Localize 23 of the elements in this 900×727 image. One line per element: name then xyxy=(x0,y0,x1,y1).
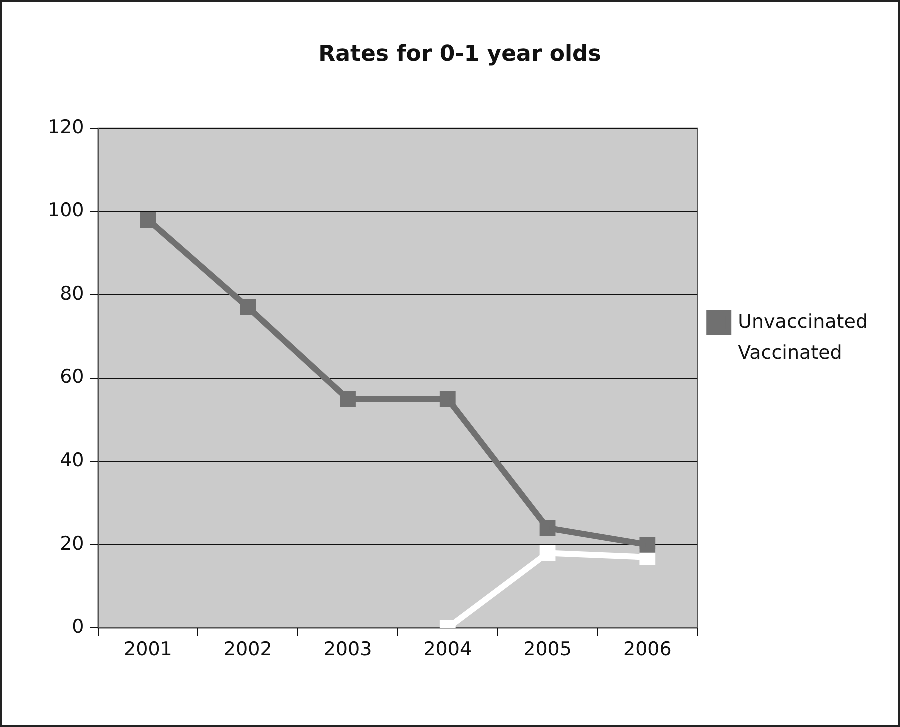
y-tick-label: 100 xyxy=(48,200,84,222)
point xyxy=(540,545,556,562)
point xyxy=(440,391,456,408)
x-tick-label: 2001 xyxy=(124,638,172,661)
y-tick-label: 20 xyxy=(60,532,84,555)
y-tick-label: 0 xyxy=(72,616,84,638)
x-tick-label: 2004 xyxy=(424,638,472,661)
point xyxy=(240,300,256,316)
x-tick-label: 2006 xyxy=(623,638,672,661)
point xyxy=(340,391,356,408)
chart-title: Rates for 0-1 year olds xyxy=(318,42,602,67)
text: Vaccinated xyxy=(738,342,842,364)
point xyxy=(640,536,656,553)
x-tick-label: 2002 xyxy=(224,638,272,661)
y-tick-label: 120 xyxy=(48,116,84,138)
legend-label: Unvaccinated xyxy=(738,310,868,333)
y-tick-label: 60 xyxy=(60,366,84,388)
x-tick-label: 2005 xyxy=(524,638,572,661)
x-tick-label: 2003 xyxy=(324,638,372,661)
y-tick-label: 40 xyxy=(60,450,84,472)
y-tick-label: 80 xyxy=(60,282,84,305)
point xyxy=(140,212,156,228)
point xyxy=(540,520,556,536)
